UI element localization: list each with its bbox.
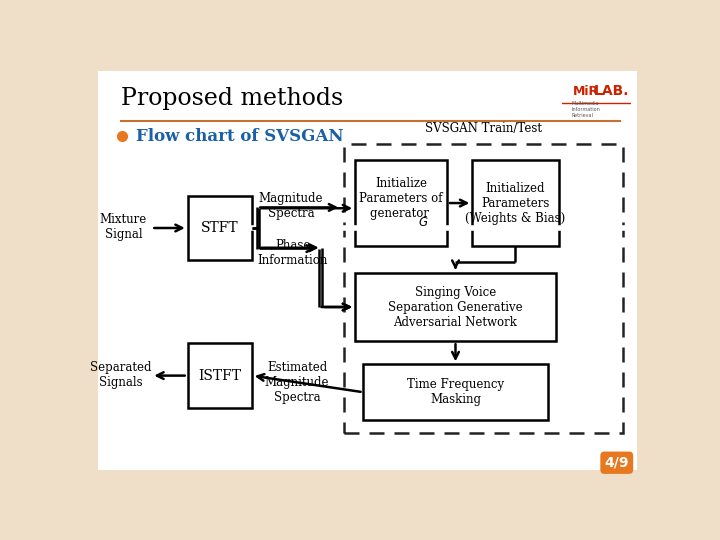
FancyBboxPatch shape <box>355 160 447 246</box>
Text: Separated
Signals: Separated Signals <box>90 361 151 389</box>
Text: Flow chart of SVSGAN: Flow chart of SVSGAN <box>136 128 343 145</box>
Text: Magnitude
Spectra: Magnitude Spectra <box>258 192 323 220</box>
Text: Singing Voice
Separation Generative
Adversarial Network: Singing Voice Separation Generative Adve… <box>388 286 523 328</box>
Text: 4/9: 4/9 <box>605 456 629 470</box>
FancyBboxPatch shape <box>188 343 252 408</box>
Text: $\mathit{G}$: $\mathit{G}$ <box>418 216 428 229</box>
Text: Estimated
Magnitude
Spectra: Estimated Magnitude Spectra <box>265 361 329 404</box>
Text: Initialize
Parameters of
generator: Initialize Parameters of generator <box>359 178 443 220</box>
Text: Phase
Information: Phase Information <box>257 239 328 267</box>
Text: SVSGAN Train/Test: SVSGAN Train/Test <box>425 122 542 134</box>
FancyBboxPatch shape <box>472 160 559 246</box>
FancyBboxPatch shape <box>188 196 252 260</box>
FancyBboxPatch shape <box>99 71 637 470</box>
Text: Initialized
Parameters
(Weights & Bias): Initialized Parameters (Weights & Bias) <box>465 181 566 225</box>
Text: Mixture
Signal: Mixture Signal <box>100 213 147 241</box>
Text: ISTFT: ISTFT <box>198 369 241 383</box>
FancyBboxPatch shape <box>355 273 556 341</box>
Text: Proposed methods: Proposed methods <box>121 86 343 110</box>
Text: STFT: STFT <box>201 221 238 235</box>
FancyBboxPatch shape <box>364 364 548 420</box>
Text: Time Frequency
Masking: Time Frequency Masking <box>407 378 504 406</box>
